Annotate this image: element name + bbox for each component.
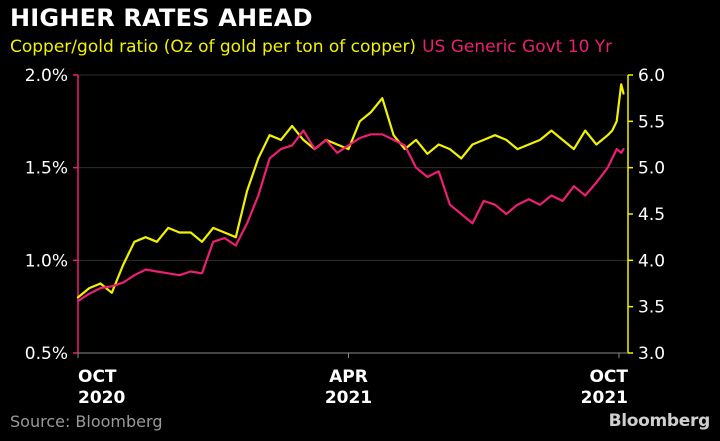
left-tick-label: 1.0%	[25, 251, 68, 271]
chart-title: HIGHER RATES AHEAD	[10, 4, 313, 32]
right-tick-label: 3.5	[638, 298, 665, 318]
gridlines	[78, 74, 628, 354]
source-note: Source: Bloomberg	[10, 412, 163, 431]
axes: 0.5% 1.0% 1.5% 2.0% 3.0 3.5 4.0 4.5 5.0 5.5 6.0 OCT…	[25, 66, 665, 408]
x-tick-label-year: 2021	[581, 388, 628, 408]
x-tick-label-year: 2021	[325, 388, 372, 408]
x-tick-label-month: OCT	[589, 367, 628, 387]
left-tick-label: 0.5%	[25, 344, 68, 364]
right-tick-label: 6.0	[638, 66, 665, 86]
legend: Copper/gold ratio (Oz of gold per ton of…	[10, 37, 612, 57]
legend-copper-gold-ratio: Copper/gold ratio (Oz of gold per ton of…	[10, 37, 417, 57]
x-tick-label-month: APR	[329, 367, 368, 387]
us-10y-yield-line	[76, 129, 625, 303]
right-tick-label: 4.5	[638, 205, 665, 225]
right-tick-label: 5.0	[638, 159, 665, 179]
legend-us-10y: US Generic Govt 10 Yr	[422, 37, 613, 57]
right-tick-label: 4.0	[638, 251, 665, 271]
bloomberg-logo: Bloomberg	[608, 411, 711, 431]
series-lines	[76, 83, 625, 303]
x-tick-label-year: 2020	[78, 388, 125, 408]
right-tick-label: 3.0	[638, 344, 665, 364]
copper-gold-ratio-line	[76, 83, 625, 299]
x-tick-label-month: OCT	[78, 367, 117, 387]
left-tick-label: 2.0%	[25, 66, 68, 86]
left-tick-label: 1.5%	[25, 159, 68, 179]
right-tick-label: 5.5	[638, 112, 665, 132]
